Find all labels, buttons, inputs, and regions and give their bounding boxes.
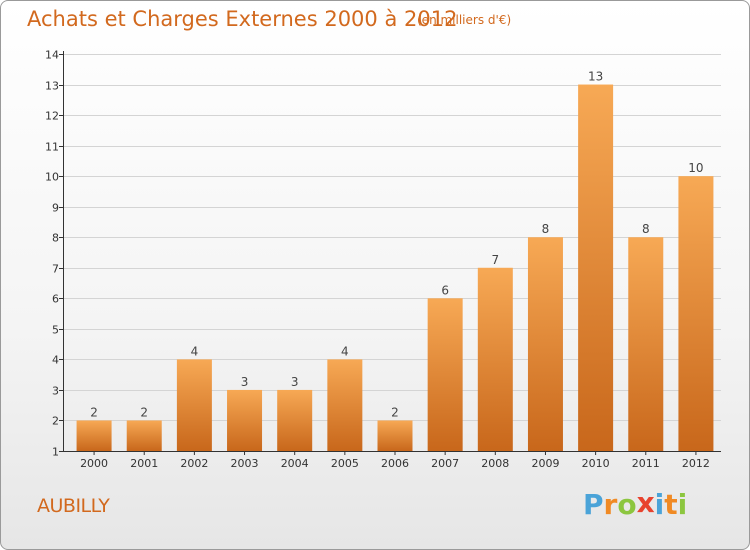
x-tick-label: 2008 <box>481 457 509 470</box>
brand-letter: r <box>603 488 618 521</box>
proxiti-logo[interactable]: Proxiti <box>583 486 688 521</box>
y-tick-label: 4 <box>52 354 59 367</box>
data-label: 3 <box>291 375 299 389</box>
data-label: 2 <box>140 405 148 419</box>
x-tick-label: 2003 <box>231 457 259 470</box>
data-label: 4 <box>191 344 199 358</box>
x-tick-label: 2009 <box>531 457 559 470</box>
bar <box>126 420 162 451</box>
x-tick-label: 2006 <box>381 457 409 470</box>
bar <box>176 359 212 451</box>
bar <box>327 359 363 451</box>
bar <box>427 298 463 451</box>
brand-letter: i <box>654 488 665 521</box>
brand-letter: o <box>617 488 637 521</box>
data-label: 8 <box>542 222 550 236</box>
data-label: 2 <box>90 405 98 419</box>
x-tick-label: 2012 <box>682 457 710 470</box>
data-label: 6 <box>441 283 449 297</box>
data-label: 8 <box>642 222 650 236</box>
bar <box>527 237 563 451</box>
bar <box>277 389 313 451</box>
location-label: AUBILLY <box>37 495 110 517</box>
data-label: 2 <box>391 405 399 419</box>
x-tick-label: 2002 <box>180 457 208 470</box>
labels: 2000 2 2001 2 2002 4 2003 3 2004 3 2005 4 2006 2 2007 6… <box>80 70 710 470</box>
y-tick-label: 11 <box>45 141 59 154</box>
y-tick-label: 7 <box>52 263 59 276</box>
bar <box>628 237 664 451</box>
data-label: 13 <box>588 70 603 84</box>
brand-letter: P <box>583 488 604 521</box>
x-tick-label: 2011 <box>632 457 660 470</box>
chart-unit: (en milliers d'€) <box>417 13 512 27</box>
y-tick-label: 9 <box>52 202 59 215</box>
y-tick-label: 14 <box>45 49 59 62</box>
bar <box>76 420 112 451</box>
brand-letter: x <box>636 486 655 519</box>
bar <box>227 389 263 451</box>
y-tick-label: 8 <box>52 232 59 245</box>
chart-title: Achats et Charges Externes 2000 à 2012 <box>27 7 458 31</box>
x-tick-label: 2001 <box>130 457 158 470</box>
data-label: 4 <box>341 344 349 358</box>
x-tick-label: 2010 <box>582 457 610 470</box>
y-tick-label: 12 <box>45 110 59 123</box>
brand-letter: i <box>677 488 688 521</box>
bar <box>678 176 714 451</box>
y-tick-label: 6 <box>52 293 59 306</box>
bar <box>377 420 413 451</box>
x-tick-label: 2007 <box>431 457 459 470</box>
grid-lines <box>63 54 721 452</box>
data-label: 3 <box>241 375 249 389</box>
bars <box>76 84 714 452</box>
y-tick-label: 13 <box>45 80 59 93</box>
brand-letter: t <box>664 488 678 521</box>
bar <box>578 84 614 452</box>
y-tick-label: 5 <box>52 324 59 337</box>
x-tick-label: 2000 <box>80 457 108 470</box>
bar <box>477 267 513 451</box>
y-tick-label: 2 <box>52 415 59 428</box>
data-label: 10 <box>688 161 703 175</box>
x-tick-label: 2004 <box>281 457 309 470</box>
x-tick-label: 2005 <box>331 457 359 470</box>
data-label: 7 <box>491 253 499 267</box>
y-tick-label: 10 <box>45 171 59 184</box>
y-tick-label: 3 <box>52 385 59 398</box>
y-tick-label: 1 <box>52 446 59 459</box>
